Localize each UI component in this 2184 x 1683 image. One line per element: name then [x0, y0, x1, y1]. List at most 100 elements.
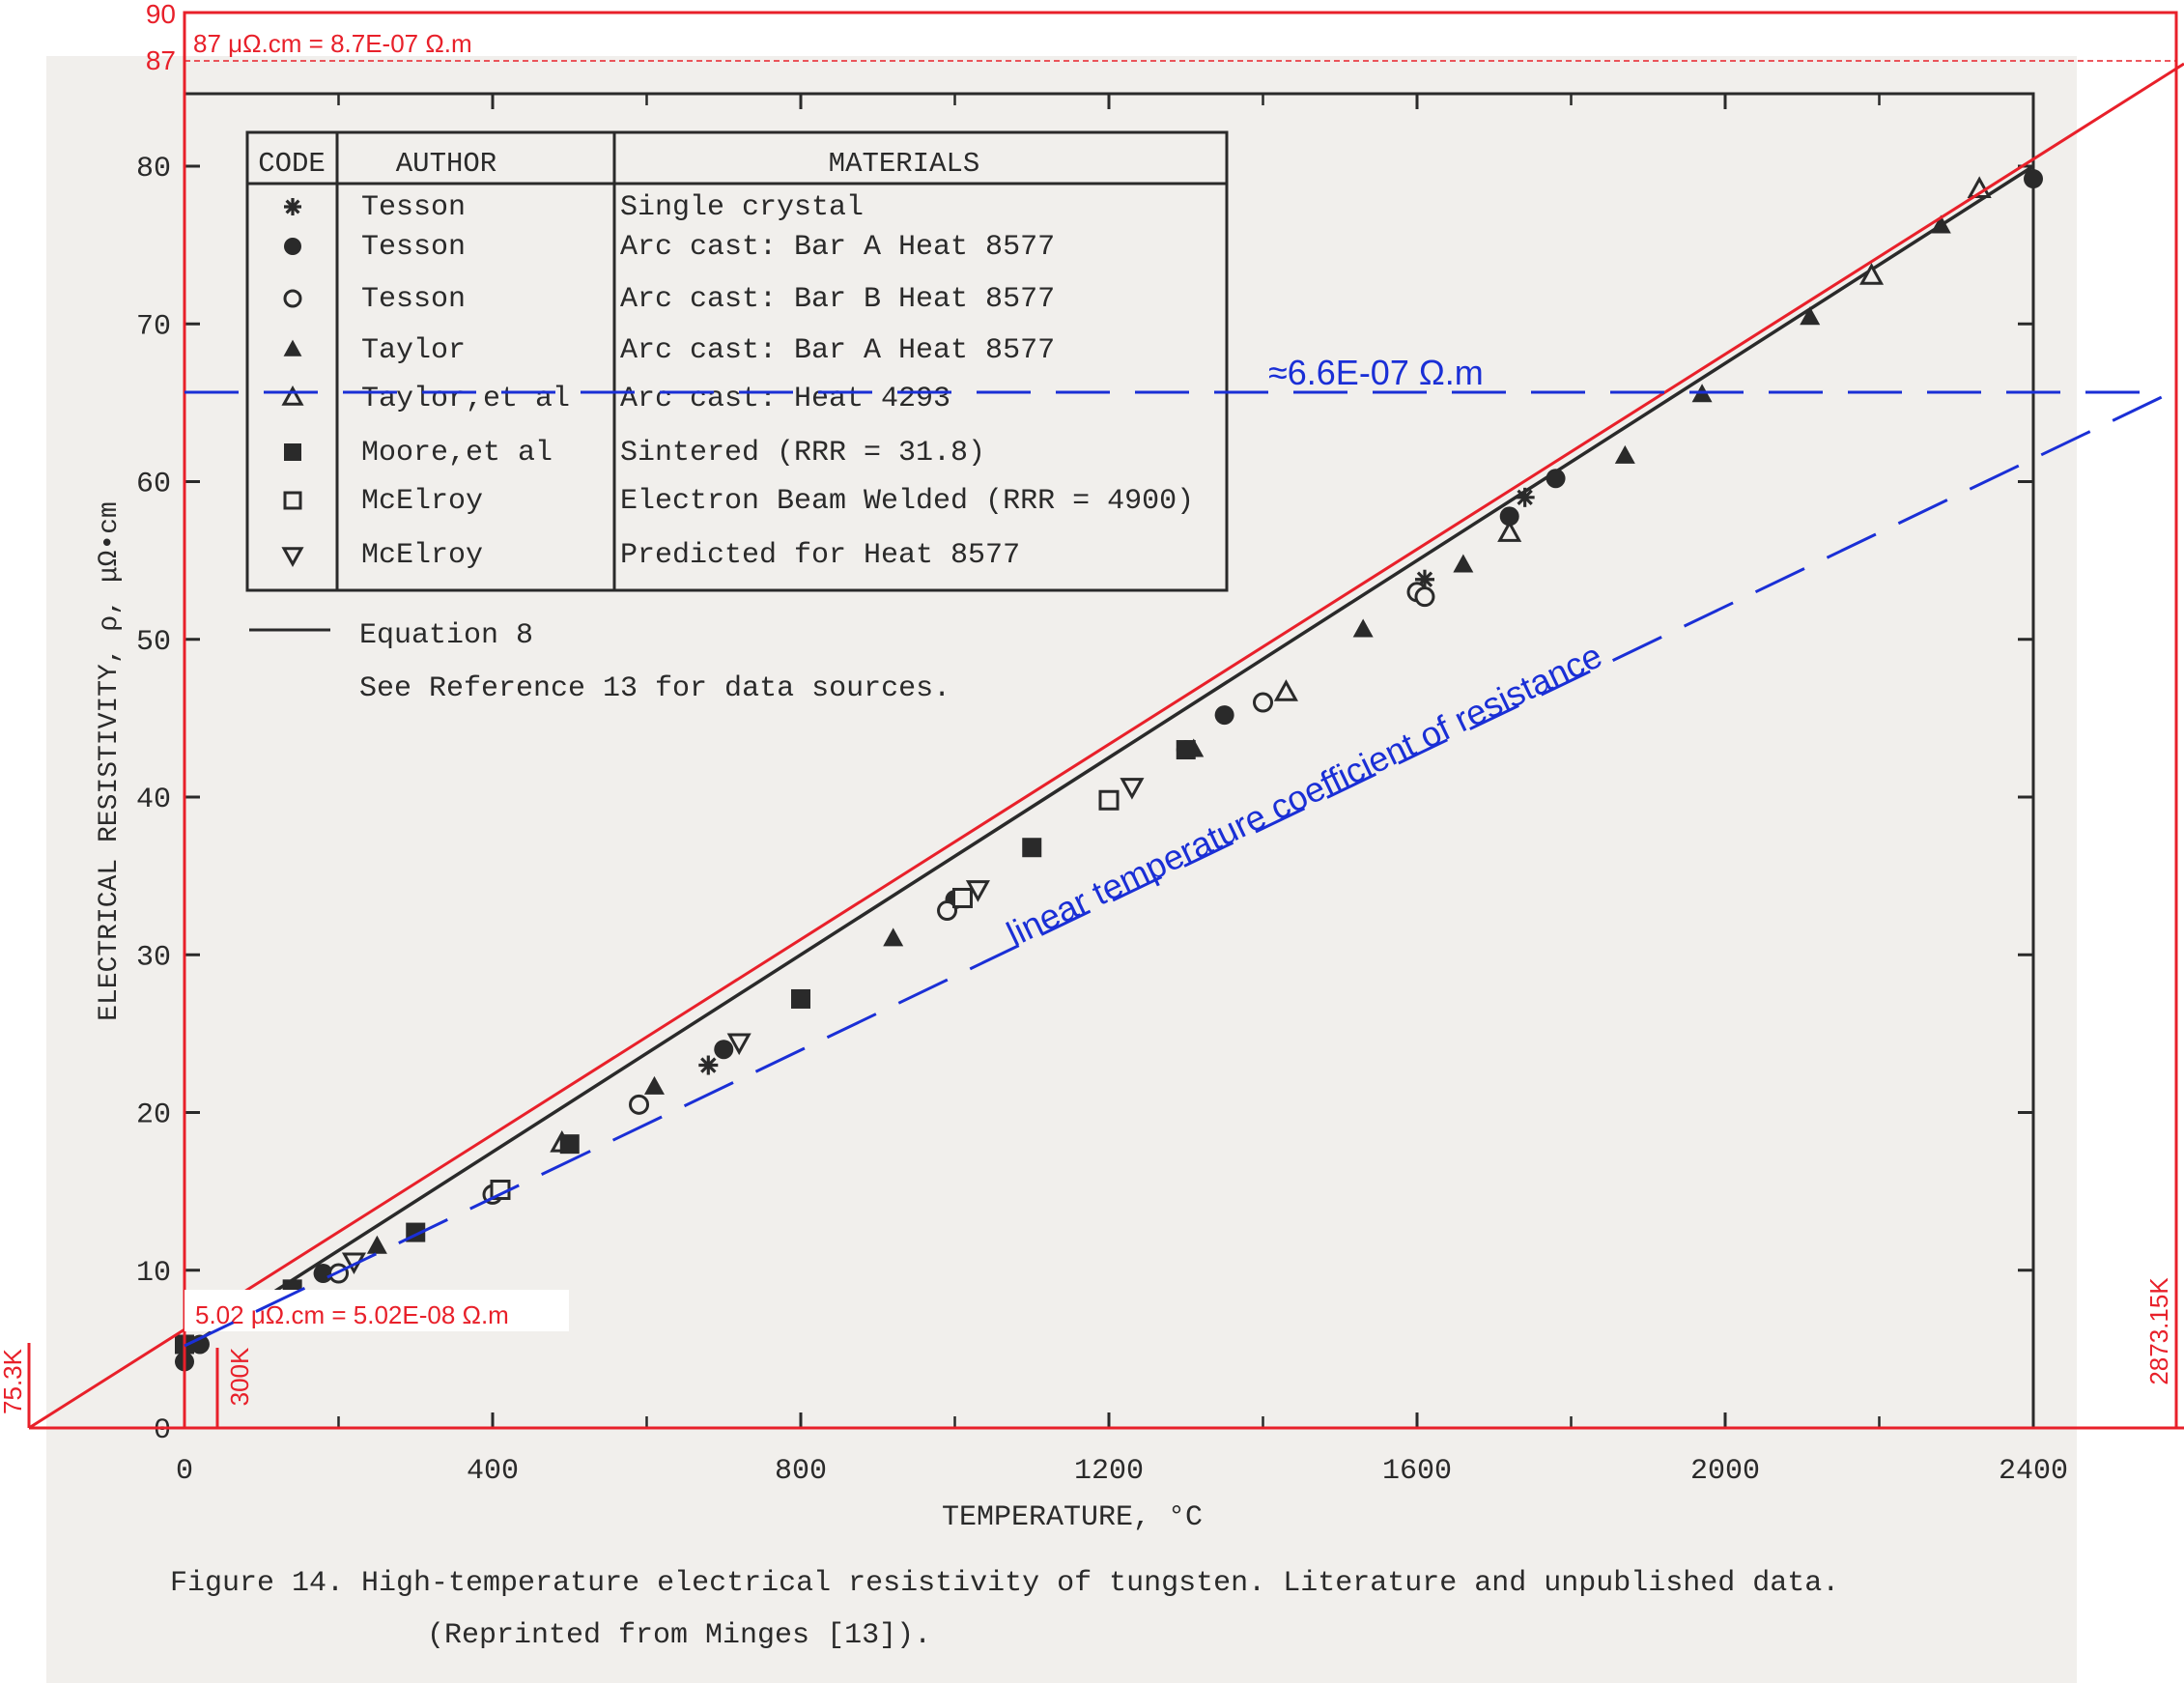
scanned-paper-background — [46, 56, 2077, 1683]
data-point-filled-triangle — [1930, 214, 1951, 234]
y-axis-label: ELECTRICAL RESISTIVITY, ρ, μΩ•cm — [95, 501, 125, 1021]
legend-material: Predicted for Heat 8577 — [620, 539, 1020, 572]
data-markers — [175, 169, 2043, 1372]
data-point-filled-triangle — [883, 927, 904, 947]
data-point-filled-square — [1176, 740, 1196, 760]
x-tick-label: 400 — [467, 1455, 519, 1488]
data-point-asterisk — [698, 1055, 719, 1075]
y-tick-label: 10 — [136, 1257, 171, 1290]
legend-symbol-open-inverted-triangle — [281, 547, 304, 567]
data-point-filled-triangle — [1800, 306, 1821, 326]
data-point-filled-square — [559, 1134, 580, 1155]
outer-red-frame — [183, 11, 2178, 1430]
blue-linear-coefficient-line — [184, 394, 2165, 1348]
data-point-filled-circle — [1499, 506, 1519, 527]
legend-material: Sintered (RRR = 31.8) — [620, 437, 985, 470]
data-point-open-circle — [1253, 692, 1273, 713]
data-point-open-triangle — [1858, 263, 1885, 285]
legend-author: Tesson — [361, 231, 466, 264]
legend-header-materials: MATERIALS — [829, 148, 980, 180]
data-point-filled-triangle — [366, 1235, 387, 1254]
legend-rows: Tesson Single crystal Tesson Arc cast: Bar … — [281, 191, 1194, 572]
x-tick-label: 2400 — [1999, 1455, 2068, 1488]
data-point-open-square — [1098, 789, 1120, 811]
data-point-filled-circle — [1214, 705, 1234, 726]
x-tick-label: 0 — [176, 1455, 193, 1488]
data-point-filled-triangle — [1352, 618, 1374, 638]
x-tick-label: 1600 — [1382, 1455, 1452, 1488]
legend-author: Taylor — [361, 334, 466, 367]
y-tick-label: 50 — [136, 626, 171, 659]
label-2873k: 2873.15K — [2144, 1277, 2173, 1385]
data-point-filled-circle — [714, 1040, 734, 1060]
y-tick-label: 70 — [136, 310, 171, 343]
data-point-filled-circle — [2024, 169, 2043, 189]
legend-header-code: CODE — [258, 148, 326, 180]
mid-value-annotation: ≈6.6E-07 Ω.m — [1268, 353, 1484, 392]
red-tick-87: 87 — [146, 45, 176, 75]
low-value-annotation: 5.02 μΩ.cm = 5.02E-08 Ω.m — [195, 1300, 509, 1329]
legend-material: Arc cast: Bar B Heat 8577 — [620, 283, 1055, 316]
data-point-filled-square — [1022, 838, 1042, 858]
legend-author: McElroy — [361, 485, 483, 518]
data-point-asterisk — [1515, 487, 1535, 507]
data-point-open-triangle — [1497, 520, 1522, 542]
y-tick-label: 40 — [136, 784, 171, 816]
legend-symbol-open-triangle — [281, 385, 304, 406]
label-300k: 300K — [225, 1347, 254, 1406]
legend-note: See Reference 13 for data sources. — [359, 672, 950, 705]
legend-symbol-filled-square — [284, 443, 301, 461]
data-point-filled-square — [791, 988, 810, 1009]
x-axis-label: TEMPERATURE, °C — [942, 1501, 1203, 1534]
y-tick-label: 80 — [136, 153, 171, 185]
legend-symbol-filled-triangle — [283, 339, 302, 357]
y-tick-label: 20 — [136, 1099, 171, 1132]
figure-caption-line-1: Figure 14. High-temperature electrical r… — [170, 1567, 1839, 1600]
x-tick-label: 1200 — [1074, 1455, 1144, 1488]
data-point-filled-triangle — [1453, 554, 1474, 573]
legend-author: McElroy — [361, 539, 483, 572]
red-extended-fit-line — [28, 62, 2184, 1430]
legend-author: Tesson — [361, 283, 466, 316]
y-tick-label: 0 — [154, 1414, 171, 1447]
top-value-annotation: 87 μΩ.cm = 8.7E-07 Ω.m — [193, 29, 472, 58]
data-point-filled-triangle — [1614, 444, 1635, 464]
data-point-open-square — [951, 887, 973, 908]
x-tick-label: 800 — [775, 1455, 827, 1488]
data-point-filled-triangle — [643, 1075, 665, 1095]
legend-symbol-asterisk — [284, 198, 301, 215]
y-tick-label: 30 — [136, 941, 171, 974]
legend-material: Arc cast: Bar A Heat 8577 — [620, 231, 1055, 264]
data-point-open-circle — [629, 1094, 650, 1115]
legend-header-author: AUTHOR — [396, 148, 496, 180]
figure-caption-line-2: (Reprinted from Minges [13]). — [427, 1619, 931, 1652]
legend-material: Arc cast: Heat 4293 — [620, 383, 950, 415]
x-tick-label: 2000 — [1690, 1455, 1760, 1488]
data-point-open-inverted-triangle — [965, 880, 990, 902]
data-point-open-inverted-triangle — [726, 1033, 752, 1056]
linear-coefficient-label: linear temperature coefficient of resist… — [1001, 635, 1608, 954]
data-point-open-triangle — [1967, 176, 1992, 198]
legend-symbol-open-square — [283, 491, 302, 510]
equation-8-fit-line — [184, 164, 2034, 1351]
data-point-open-circle — [937, 900, 958, 922]
data-point-filled-circle — [1546, 469, 1566, 489]
data-point-open-triangle — [1273, 679, 1298, 701]
legend-author: Moore,et al — [361, 437, 553, 470]
legend-author: Taylor,et al — [361, 383, 570, 415]
legend-table: CODE AUTHOR MATERIALS Tesson Single cryst… — [245, 130, 1229, 705]
data-point-open-circle — [1414, 586, 1435, 608]
red-overlay: 90 87 87 μΩ.cm = 8.7E-07 Ω.m 5.02 μΩ.cm … — [0, 0, 2184, 1430]
low-value-annotation-box — [184, 1290, 569, 1331]
red-tick-90: 90 — [146, 0, 176, 29]
legend-equation-label: Equation 8 — [359, 619, 533, 652]
legend-material: Electron Beam Welded (RRR = 4900) — [620, 485, 1194, 518]
legend-material: Arc cast: Bar A Heat 8577 — [620, 334, 1055, 367]
axis-tick-labels: 0 400 800 1200 1600 2000 2400 0 10 20 30 40 50 60 70 80 — [136, 153, 2068, 1488]
legend-symbol-filled-circle — [284, 238, 301, 255]
label-75k: 75.3K — [0, 1348, 27, 1414]
legend-symbol-open-circle — [283, 289, 302, 308]
y-tick-label: 60 — [136, 469, 171, 501]
legend-material: Single crystal — [620, 191, 864, 224]
